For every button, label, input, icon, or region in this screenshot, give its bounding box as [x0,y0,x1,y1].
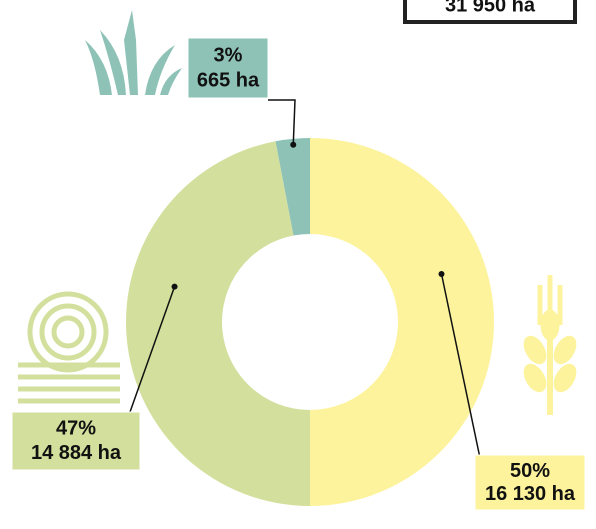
hay-icon [18,291,120,404]
percent-label: 50% [510,460,550,482]
grass-icon [85,10,182,95]
leader-dot [171,283,178,290]
leader-line [268,99,296,145]
donut-segment [310,138,494,506]
hectare-label: 14 884 ha [31,442,122,464]
total-box [403,0,577,24]
percent-label: 3% [214,44,243,66]
leader-dot [290,141,297,148]
hectare-label: 665 ha [197,69,260,91]
donut-segment [125,141,310,506]
leader-dot [438,270,445,277]
label-box [187,37,269,99]
label-box [11,411,141,471]
total-label: 31 950 ha [445,0,536,16]
donut-segment [275,138,310,236]
hectare-label: 16 130 ha [485,483,576,505]
percent-label: 47% [56,418,96,440]
wheat-icon [523,275,577,415]
label-box [474,454,586,511]
leader-line [129,286,176,413]
leader-line [440,273,481,459]
